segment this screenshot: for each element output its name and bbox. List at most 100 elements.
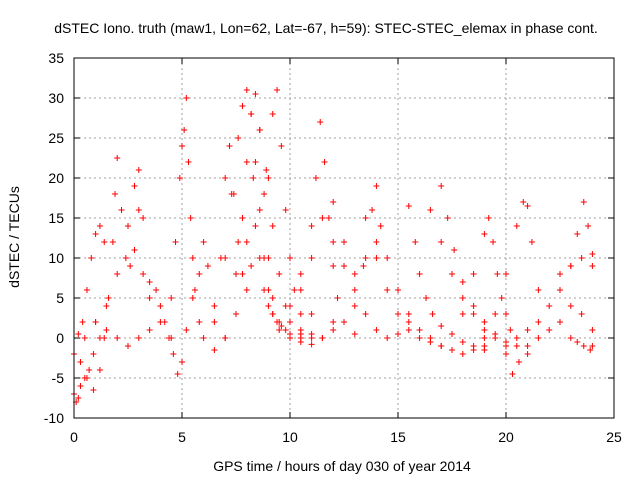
data-point <box>524 327 531 333</box>
y-tick-label: 30 <box>48 90 64 106</box>
data-point <box>90 351 97 357</box>
data-point <box>589 263 596 269</box>
data-point <box>341 263 347 269</box>
data-point <box>362 215 369 221</box>
data-point <box>384 335 391 341</box>
data-point <box>470 343 477 349</box>
data-point <box>297 311 304 317</box>
data-point <box>252 223 259 229</box>
data-point <box>503 339 509 345</box>
data-series <box>77 155 142 393</box>
data-point <box>125 223 131 229</box>
data-point <box>181 127 188 133</box>
data-point <box>86 367 93 373</box>
data-point <box>168 295 175 301</box>
data-point <box>513 223 520 229</box>
data-point <box>438 183 445 189</box>
data-point <box>451 247 458 253</box>
data-point <box>416 327 423 333</box>
data-point <box>88 255 95 261</box>
data-point <box>172 239 179 245</box>
data-point <box>485 215 492 221</box>
data-point <box>297 271 304 277</box>
data-point <box>77 359 84 365</box>
data-point <box>83 375 90 381</box>
data-point <box>96 367 103 373</box>
data-point <box>535 287 542 293</box>
data-point <box>211 303 218 309</box>
x-tick-label: 10 <box>282 429 298 445</box>
y-tick-label: 35 <box>48 50 64 66</box>
data-layer <box>71 87 596 405</box>
plot-frame <box>73 57 615 419</box>
data-point <box>114 335 121 341</box>
data-point <box>189 295 196 301</box>
data-point <box>263 167 270 173</box>
data-series <box>287 119 358 337</box>
data-point <box>114 271 121 277</box>
data-point <box>438 323 445 329</box>
data-point <box>187 215 194 221</box>
data-point <box>287 319 293 325</box>
data-point <box>282 327 289 333</box>
data-point <box>515 359 522 365</box>
data-point <box>75 395 82 401</box>
data-series <box>481 199 542 341</box>
data-series <box>405 203 488 353</box>
data-point <box>127 263 134 269</box>
data-point <box>211 347 218 353</box>
data-point <box>176 175 183 181</box>
data-point <box>222 335 229 341</box>
data-point <box>459 295 466 301</box>
data-point <box>112 191 119 197</box>
data-point <box>243 239 250 245</box>
data-point <box>228 191 235 197</box>
data-point <box>135 335 142 341</box>
data-point <box>185 159 192 165</box>
data-point <box>261 191 268 197</box>
data-point <box>330 199 337 205</box>
data-point <box>161 319 168 325</box>
data-point <box>265 255 272 261</box>
data-point <box>567 303 574 309</box>
y-tick-label: -5 <box>52 370 65 386</box>
data-point <box>330 319 337 325</box>
data-point <box>233 311 239 317</box>
data-point <box>248 263 255 269</box>
data-point <box>585 223 592 229</box>
data-point <box>470 311 477 317</box>
data-point <box>196 319 203 325</box>
data-point <box>243 159 250 165</box>
data-point <box>109 239 116 245</box>
data-point <box>312 175 319 181</box>
data-point <box>416 271 423 277</box>
data-point <box>252 91 259 97</box>
data-point <box>114 155 121 161</box>
data-series <box>189 239 229 341</box>
data-series <box>362 215 488 357</box>
data-point <box>492 311 499 317</box>
data-point <box>589 343 596 349</box>
data-point <box>412 239 419 245</box>
data-point <box>449 347 455 353</box>
data-point <box>405 203 412 209</box>
data-point <box>256 127 263 133</box>
data-point <box>146 295 153 301</box>
data-series <box>524 199 596 333</box>
data-point <box>140 271 147 277</box>
data-point <box>351 271 358 277</box>
data-point <box>276 271 283 277</box>
y-tick-label: 5 <box>56 290 64 306</box>
data-point <box>528 239 535 245</box>
data-point <box>567 335 574 341</box>
data-point <box>423 295 430 301</box>
data-point <box>250 175 257 181</box>
data-series <box>330 239 412 341</box>
data-point <box>235 239 242 245</box>
data-point <box>243 287 250 293</box>
data-point <box>92 319 99 325</box>
data-point <box>222 255 229 261</box>
data-point <box>317 119 324 125</box>
data-point <box>222 175 229 181</box>
data-point <box>125 343 131 349</box>
